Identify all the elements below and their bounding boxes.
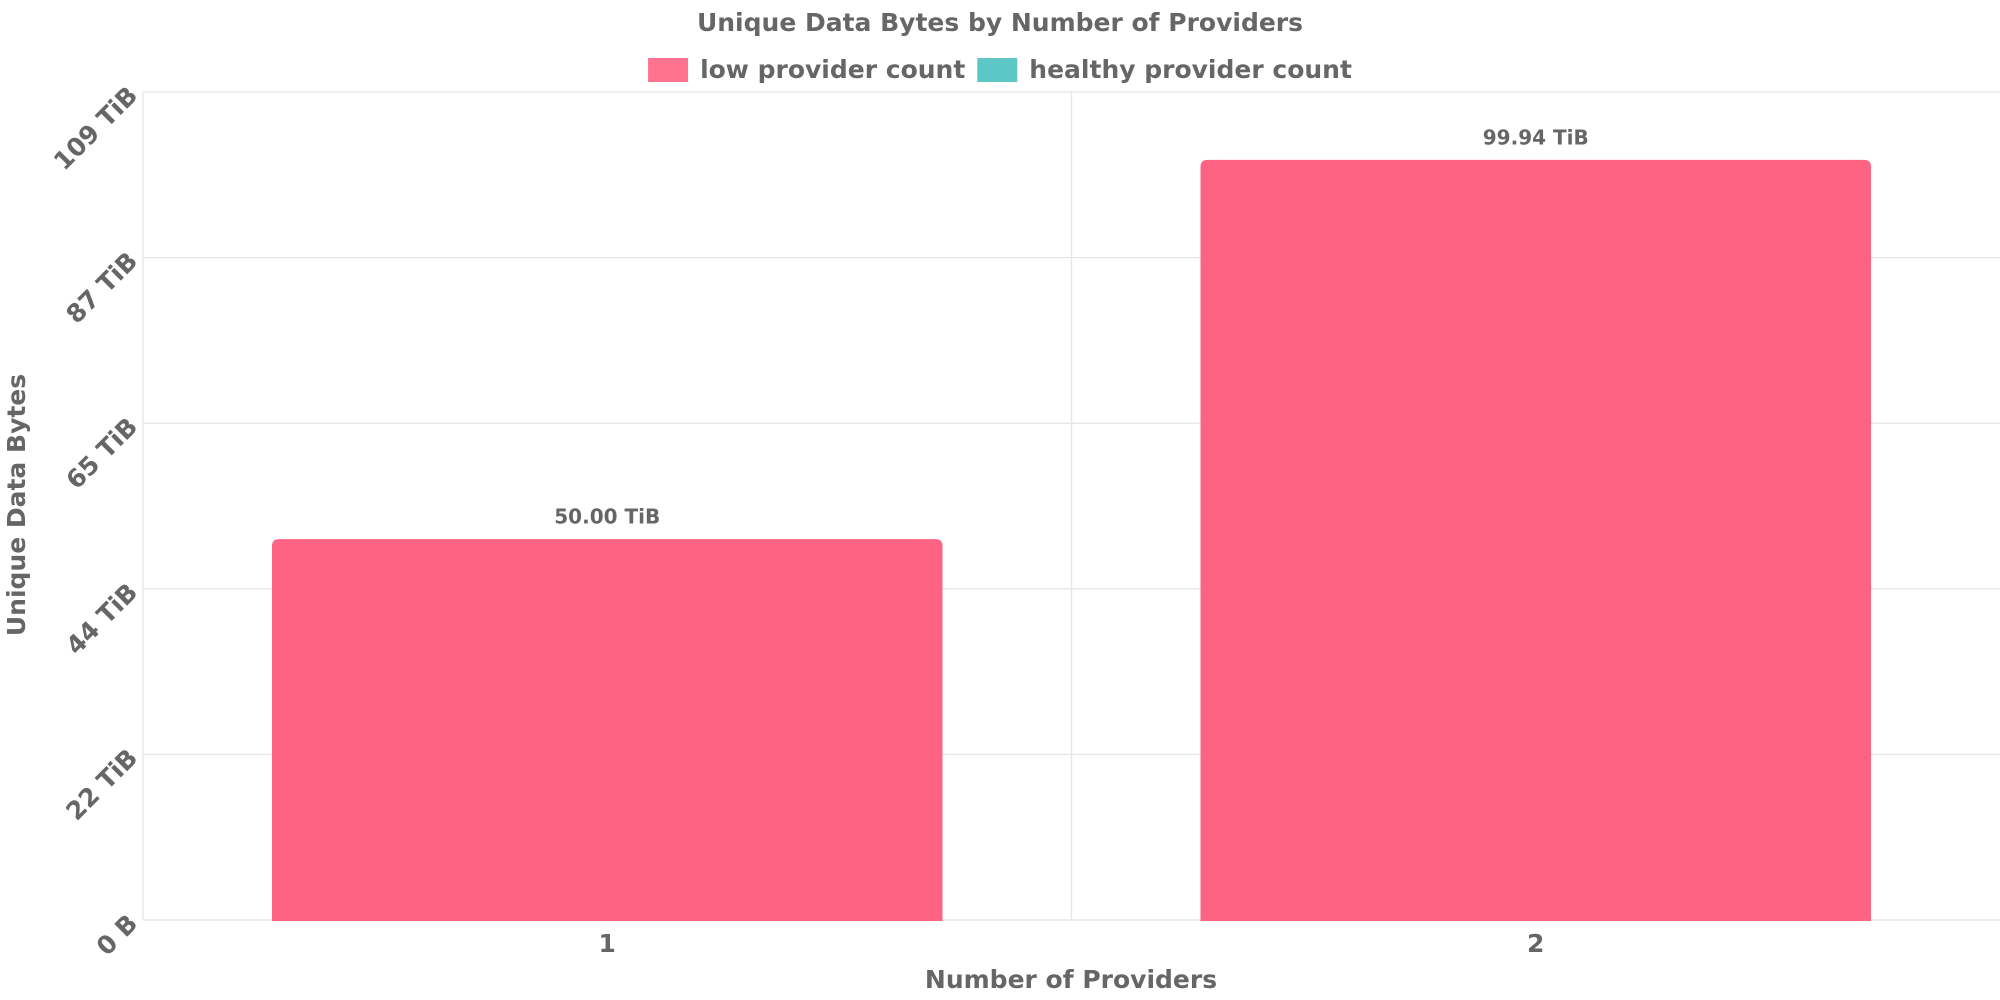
y-axis-label: Unique Data Bytes <box>2 374 31 636</box>
y-tick-label: 0 B <box>91 909 143 961</box>
legend-label[interactable]: low provider count <box>700 55 965 84</box>
legend-swatch[interactable] <box>977 58 1018 82</box>
x-tick-label: 1 <box>599 929 616 958</box>
y-tick-label: 65 TiB <box>60 412 143 495</box>
x-axis-label: Number of Providers <box>925 965 1217 994</box>
value-label: 50.00 TiB <box>554 505 660 529</box>
bar <box>1200 159 1872 921</box>
value-label: 99.94 TiB <box>1483 125 1589 149</box>
y-tick-label: 87 TiB <box>60 246 143 329</box>
x-tick-label: 2 <box>1527 929 1544 958</box>
y-tick-label: 22 TiB <box>60 743 143 826</box>
y-tick-label: 44 TiB <box>60 577 143 660</box>
legend-swatch[interactable] <box>648 58 689 82</box>
bar <box>271 539 943 921</box>
y-tick-label: 109 TiB <box>48 81 143 176</box>
chart-title: Unique Data Bytes by Number of Providers <box>697 8 1303 37</box>
legend-label[interactable]: healthy provider count <box>1029 55 1352 84</box>
